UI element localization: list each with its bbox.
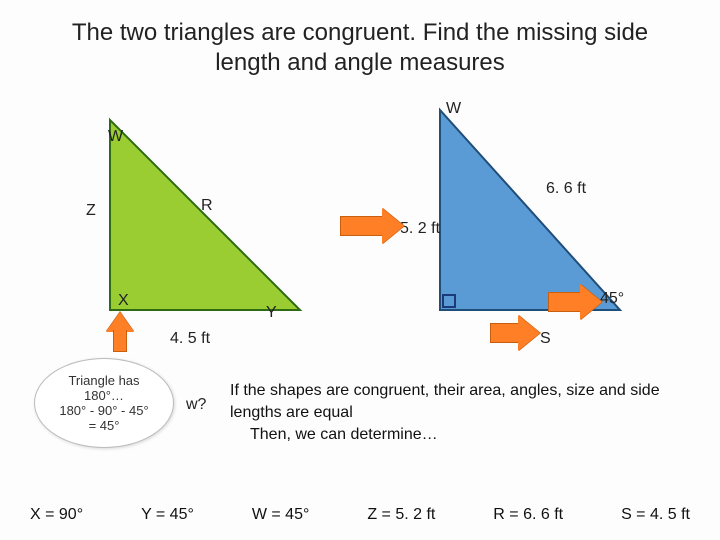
hint-bubble: Triangle has 180°… 180° - 90° - 45° = 45…: [34, 358, 174, 448]
bubble-line3: 180° - 90° - 45°: [59, 403, 148, 418]
bubble-trailing: w?: [186, 396, 206, 414]
right-triangle: [440, 110, 620, 310]
right-left-side-label: 5. 2 ft: [400, 220, 440, 238]
answer-y: Y = 45°: [141, 506, 194, 524]
bubble-line1: Triangle has: [59, 373, 148, 388]
answer-z: Z = 5. 2 ft: [367, 506, 435, 524]
right-angle-square-icon: [442, 294, 456, 308]
answer-x: X = 90°: [30, 506, 83, 524]
bubble-line2: 180°…: [59, 388, 148, 403]
explanation-line1: If the shapes are congruent, their area,…: [230, 380, 690, 423]
right-vertex-W-label: W: [446, 100, 461, 118]
right-angle-45-label: 45°: [600, 290, 624, 308]
answer-s: S = 4. 5 ft: [621, 506, 690, 524]
bubble-line4: = 45°: [59, 418, 148, 433]
diagram-stage: W R Z X Y 4. 5 ft W 6. 6 ft 5. 2 ft 45° …: [0, 80, 720, 540]
answer-r: R = 6. 6 ft: [493, 506, 563, 524]
answer-w: W = 45°: [252, 506, 310, 524]
slide-title: The two triangles are congruent. Find th…: [0, 0, 720, 78]
answers-row: X = 90° Y = 45° W = 45° Z = 5. 2 ft R = …: [30, 506, 690, 524]
explanation-line2: Then, we can determine…: [250, 424, 690, 446]
right-hyp-label: 6. 6 ft: [546, 180, 586, 198]
right-bottom-label: S: [540, 330, 551, 348]
